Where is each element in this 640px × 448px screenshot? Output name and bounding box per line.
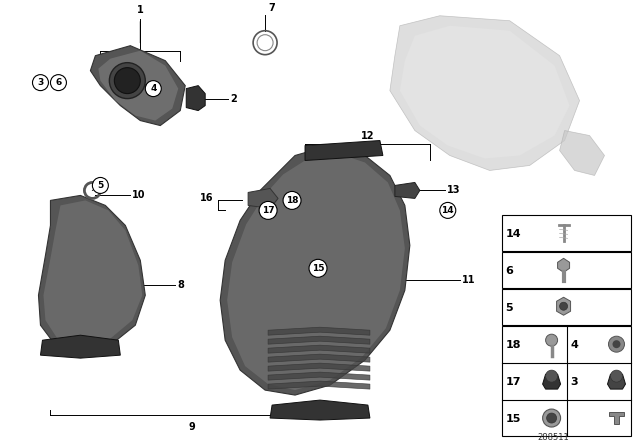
Text: 14: 14 — [442, 206, 454, 215]
Polygon shape — [607, 374, 625, 389]
Polygon shape — [390, 16, 580, 171]
Circle shape — [92, 177, 108, 194]
Polygon shape — [557, 258, 570, 272]
Polygon shape — [268, 327, 370, 335]
Text: 13: 13 — [447, 185, 460, 195]
Polygon shape — [609, 412, 625, 424]
Circle shape — [559, 302, 568, 310]
Polygon shape — [268, 345, 370, 353]
Polygon shape — [38, 195, 145, 355]
Circle shape — [309, 259, 327, 277]
Circle shape — [109, 63, 145, 99]
Bar — [502, 215, 632, 251]
Polygon shape — [186, 86, 205, 111]
Text: 9: 9 — [189, 422, 196, 432]
Text: 11: 11 — [461, 275, 476, 285]
Polygon shape — [559, 130, 605, 176]
Circle shape — [283, 191, 301, 209]
Text: 14: 14 — [506, 229, 522, 239]
Text: 1: 1 — [137, 5, 144, 15]
Polygon shape — [270, 400, 370, 420]
Polygon shape — [395, 182, 420, 198]
Circle shape — [259, 202, 277, 220]
Polygon shape — [227, 152, 405, 390]
Text: 5: 5 — [97, 181, 104, 190]
Text: 6: 6 — [55, 78, 61, 87]
Text: 17: 17 — [262, 206, 275, 215]
Circle shape — [115, 68, 140, 94]
Polygon shape — [220, 146, 410, 395]
Circle shape — [51, 75, 67, 90]
Polygon shape — [268, 372, 370, 380]
Circle shape — [547, 413, 557, 423]
Polygon shape — [40, 335, 120, 358]
Text: 16: 16 — [200, 194, 213, 203]
Text: 12: 12 — [361, 130, 374, 141]
Bar — [502, 326, 632, 436]
Polygon shape — [268, 381, 370, 389]
Text: 10: 10 — [132, 190, 146, 200]
Text: 288511: 288511 — [538, 433, 570, 442]
Polygon shape — [99, 51, 179, 121]
Text: 18: 18 — [286, 196, 298, 205]
Circle shape — [145, 81, 161, 97]
Polygon shape — [248, 189, 278, 208]
Polygon shape — [305, 141, 383, 160]
Polygon shape — [557, 297, 571, 315]
Polygon shape — [90, 46, 185, 125]
Circle shape — [546, 334, 557, 346]
Text: 3: 3 — [571, 377, 578, 387]
Circle shape — [546, 370, 557, 382]
Circle shape — [611, 370, 623, 382]
Circle shape — [440, 202, 456, 218]
Circle shape — [33, 75, 49, 90]
Polygon shape — [44, 200, 142, 348]
Text: 2: 2 — [230, 94, 237, 103]
Text: 4: 4 — [571, 340, 579, 350]
Circle shape — [543, 409, 561, 427]
Bar — [502, 252, 632, 288]
Text: 4: 4 — [150, 84, 156, 93]
Text: 15: 15 — [312, 264, 324, 273]
Polygon shape — [268, 354, 370, 362]
Text: 8: 8 — [177, 280, 184, 290]
Text: 7: 7 — [268, 3, 275, 13]
Circle shape — [609, 336, 625, 352]
Text: 15: 15 — [506, 414, 521, 423]
Text: 3: 3 — [37, 78, 44, 87]
Polygon shape — [543, 374, 561, 389]
Text: 5: 5 — [506, 303, 513, 313]
Text: 6: 6 — [506, 266, 513, 276]
Text: 18: 18 — [506, 340, 521, 350]
Polygon shape — [268, 363, 370, 371]
Bar — [502, 289, 632, 325]
Polygon shape — [400, 26, 570, 159]
Polygon shape — [268, 336, 370, 344]
Text: 17: 17 — [506, 377, 521, 387]
Circle shape — [612, 340, 621, 348]
